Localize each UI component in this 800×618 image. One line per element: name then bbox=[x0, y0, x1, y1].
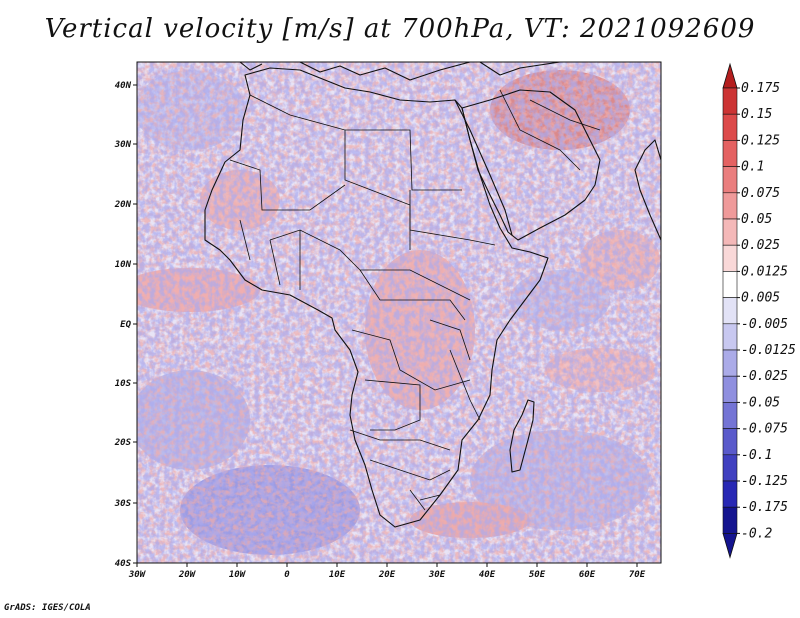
india-coastline bbox=[634, 139, 661, 241]
colorbar-top-arrow bbox=[722, 62, 738, 89]
colorbar-bottom-arrow bbox=[722, 533, 738, 559]
lat-tick-label: 30S bbox=[114, 499, 132, 509]
colorbar-swatch bbox=[722, 349, 738, 377]
lon-tick-label: 20W bbox=[178, 570, 197, 580]
colorbar-swatch bbox=[722, 480, 738, 508]
colorbar-level-label: -0.005 bbox=[741, 317, 788, 332]
country-borders bbox=[229, 89, 601, 511]
colorbar-swatch bbox=[722, 454, 738, 482]
lon-tick-label: 10E bbox=[329, 570, 346, 580]
lon-tick-label: 40E bbox=[479, 570, 496, 580]
colorbar-swatch bbox=[722, 271, 738, 298]
colorbar-level-label: -0.125 bbox=[741, 474, 788, 489]
colorbar-level-label: 0.025 bbox=[741, 238, 780, 253]
colorbar-swatch bbox=[722, 192, 738, 220]
credit-text: GrADS: IGES/COLA bbox=[4, 603, 91, 613]
lon-tick-label: 20E bbox=[378, 570, 396, 580]
colorbar-level-label: -0.025 bbox=[741, 369, 788, 384]
colorbar-swatch bbox=[722, 87, 738, 115]
colorbar-swatch bbox=[722, 113, 738, 141]
colorbar-level-label: 0.0125 bbox=[741, 264, 788, 279]
colorbar-level-label: 0.125 bbox=[741, 133, 780, 148]
colorbar-level-label: -0.05 bbox=[741, 395, 780, 410]
lat-tick-label: 30N bbox=[114, 140, 132, 150]
lon-tick-label: 0 bbox=[284, 570, 290, 580]
colorbar-level-label: 0.15 bbox=[741, 107, 772, 122]
red-sea-coastline bbox=[454, 99, 513, 236]
colorbar-level-label: 0.075 bbox=[741, 186, 780, 201]
lon-tick-label: 70E bbox=[629, 570, 646, 580]
colorbar-level-label: 0.1 bbox=[741, 160, 764, 175]
colorbar-level-label: 0.175 bbox=[741, 81, 780, 96]
map-frame bbox=[136, 61, 662, 564]
colorbar-level-label: 0.05 bbox=[741, 212, 772, 227]
lon-tick-label: 30E bbox=[428, 570, 446, 580]
colorbar-swatch bbox=[722, 428, 738, 456]
lon-tick-label: 10W bbox=[229, 570, 247, 580]
colorbar-level-label: -0.175 bbox=[741, 500, 788, 515]
colorbar-level-label: -0.075 bbox=[741, 422, 788, 437]
lon-tick-label: 50E bbox=[529, 570, 546, 580]
colorbar-level-label: -0.1 bbox=[741, 448, 772, 463]
colorbar-level-label: -0.0125 bbox=[741, 343, 796, 358]
lat-tick-label: 20S bbox=[114, 438, 132, 448]
longitude-axis: 30W 20W 10W 0 10E 20E 30E 40E 50E 60E 70E bbox=[128, 563, 646, 580]
colorbar-swatch bbox=[722, 506, 738, 534]
colorbar-swatch bbox=[722, 166, 738, 194]
latitude-axis: 40N 30N 20N 10N EQ 10S 20S 30S 40S bbox=[114, 81, 137, 569]
lat-tick-label: 10N bbox=[115, 260, 132, 270]
map-panel bbox=[137, 62, 661, 563]
lat-tick-label: 40N bbox=[115, 81, 132, 91]
colorbar-level-label: 0.005 bbox=[741, 291, 780, 306]
colorbar-swatch bbox=[722, 218, 738, 246]
colorbar-level-label: -0.2 bbox=[741, 526, 772, 541]
lat-tick-label: 40S bbox=[115, 559, 132, 569]
colorbar-swatch bbox=[722, 402, 738, 429]
lat-tick-label: EQ bbox=[120, 320, 131, 330]
lon-tick-label: 30W bbox=[128, 570, 147, 580]
lat-tick-label: 20N bbox=[114, 200, 132, 210]
colorbar-swatch bbox=[722, 375, 738, 403]
lat-tick-label: 10S bbox=[115, 379, 132, 389]
colorbar-swatch bbox=[722, 297, 738, 325]
europe-coastline bbox=[239, 62, 561, 81]
colorbar-swatch bbox=[722, 244, 738, 272]
colorbar-swatch bbox=[722, 140, 738, 167]
lon-tick-label: 60E bbox=[579, 570, 596, 580]
arabia-coastline bbox=[461, 89, 601, 241]
madagascar-coastline bbox=[509, 399, 535, 473]
map-title: Vertical velocity [m/s] at 700hPa, VT: 2… bbox=[44, 14, 756, 44]
colorbar-swatch bbox=[722, 323, 738, 351]
colorbar: 0.175 0.15 0.125 0.1 0.075 0.05 0.025 0.0125 0.0… bbox=[722, 62, 796, 559]
